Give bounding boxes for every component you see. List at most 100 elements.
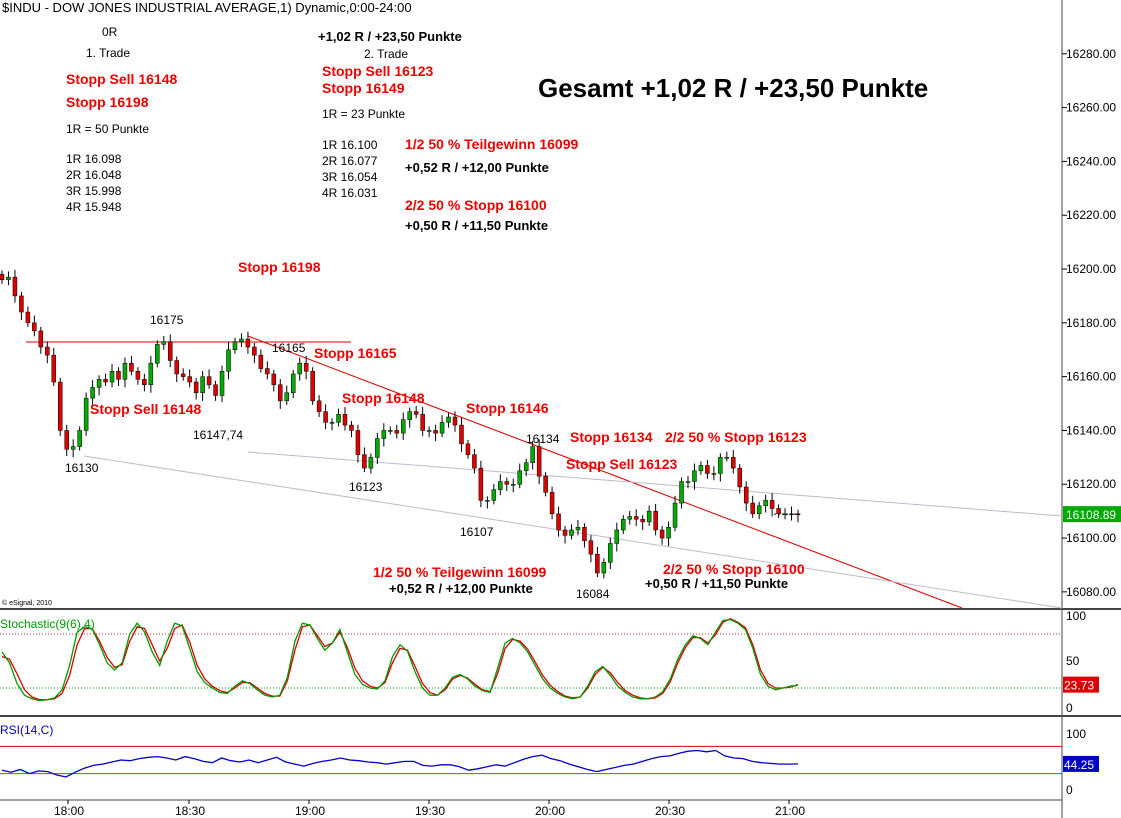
candle-body bbox=[737, 467, 743, 488]
anno-stopp-16123: 2/2 50 % Stopp 16123 bbox=[665, 429, 807, 445]
rsi-tick-label: 0 bbox=[1066, 783, 1073, 797]
candle-body bbox=[407, 411, 412, 420]
candle-body bbox=[426, 430, 432, 432]
candle-body bbox=[155, 344, 160, 364]
candle-body bbox=[705, 465, 710, 474]
time-tick-label: 20:00 bbox=[535, 804, 565, 818]
candle-body bbox=[666, 527, 671, 539]
candle-body bbox=[769, 500, 775, 509]
candle-body bbox=[368, 457, 374, 469]
price-tick-label: 16080.00 bbox=[1066, 585, 1116, 599]
total-result: Gesamt +1,02 R / +23,50 Punkte bbox=[538, 73, 928, 103]
candle-body bbox=[640, 518, 645, 523]
time-axis: 18:00 18:30 19:00 19:30 20:00 20:30 21:00 bbox=[54, 800, 805, 818]
candle-body bbox=[349, 424, 354, 431]
candle-body bbox=[498, 481, 503, 490]
candle-body bbox=[362, 454, 367, 469]
candle-body bbox=[336, 414, 341, 423]
candle-body bbox=[51, 354, 57, 383]
stoch-value-label: 23.73 bbox=[1064, 679, 1094, 693]
candle-body bbox=[129, 362, 134, 372]
stoch-d-line bbox=[1, 617, 799, 701]
candle-body bbox=[278, 384, 283, 402]
candle-body bbox=[226, 349, 231, 372]
candle-body bbox=[0, 274, 5, 281]
trade2-title: 2. Trade bbox=[364, 47, 408, 61]
price-tick-label: 16200.00 bbox=[1066, 262, 1116, 276]
candle-body bbox=[595, 553, 600, 574]
candle-body bbox=[653, 510, 658, 531]
candle-body bbox=[375, 438, 380, 458]
anno-teilgewinn-result: +0,52 R / +12,00 Punkte bbox=[389, 581, 533, 596]
time-tick-label: 19:00 bbox=[295, 804, 325, 818]
candle-body bbox=[90, 387, 95, 399]
trade1-r0: 0R bbox=[102, 25, 118, 39]
trade2-partial2-result: +0,50 R / +11,50 Punkte bbox=[405, 218, 548, 233]
candle-body bbox=[420, 414, 425, 431]
candle-body bbox=[252, 346, 257, 356]
candle-body bbox=[459, 424, 464, 445]
candle-body bbox=[32, 322, 37, 332]
candle-body bbox=[485, 500, 490, 502]
candle-body bbox=[271, 373, 277, 385]
candle-body bbox=[575, 527, 581, 531]
anno-16175: 16175 bbox=[150, 313, 184, 327]
candle-body bbox=[627, 516, 632, 520]
candle-body bbox=[232, 341, 238, 350]
candle-body bbox=[511, 483, 516, 486]
copyright: © eSignal, 2010 bbox=[2, 599, 52, 607]
candle-body bbox=[439, 422, 445, 434]
candle-body bbox=[452, 416, 458, 426]
candle-body bbox=[750, 502, 755, 515]
candle-body bbox=[258, 354, 264, 369]
candle-body bbox=[394, 430, 400, 434]
candle-body bbox=[77, 430, 82, 447]
candle-body bbox=[12, 276, 18, 297]
rsi-value-label: 44.25 bbox=[1064, 758, 1094, 772]
candle-body bbox=[323, 411, 328, 423]
rsi-label: RSI(14,C) bbox=[0, 723, 53, 737]
candle-body bbox=[174, 360, 179, 375]
candle-body bbox=[614, 529, 620, 544]
candle-body bbox=[491, 489, 497, 501]
candle-body bbox=[45, 346, 50, 356]
candle-body bbox=[698, 465, 704, 472]
price-tick-label: 16220.00 bbox=[1066, 208, 1116, 222]
last-price-badge bbox=[1063, 506, 1121, 523]
trade2-partial1-result: +0,52 R / +12,00 Punkte bbox=[405, 160, 549, 175]
price-tick-label: 16180.00 bbox=[1066, 316, 1116, 330]
trade2-stop: Stopp 16149 bbox=[322, 80, 405, 96]
anno-16165: 16165 bbox=[272, 341, 306, 355]
candle-body bbox=[633, 516, 639, 520]
downtrend-line bbox=[247, 335, 963, 609]
last-price-label: 16108.89 bbox=[1066, 508, 1116, 522]
candle-body bbox=[569, 529, 574, 536]
chart-annotations: Stopp 16198 16175 16165 Stopp 16165 Stop… bbox=[65, 259, 807, 601]
trade2-one-r: 1R = 23 Punkte bbox=[322, 107, 405, 121]
price-tick-label: 16260.00 bbox=[1066, 101, 1116, 115]
candle-body bbox=[588, 540, 594, 555]
time-tick-label: 18:30 bbox=[175, 804, 205, 818]
anno-stopp-16165: Stopp 16165 bbox=[314, 345, 397, 361]
candle-body bbox=[142, 379, 147, 385]
stoch-tick-label: 50 bbox=[1066, 654, 1080, 668]
trade1-level-4: 4R 15.948 bbox=[66, 200, 122, 214]
price-tick-label: 16120.00 bbox=[1066, 477, 1116, 491]
anno-stopp-16198: Stopp 16198 bbox=[238, 259, 321, 275]
candle-body bbox=[646, 510, 652, 523]
candle-body bbox=[659, 529, 665, 539]
candle-body bbox=[116, 371, 121, 380]
candle-body bbox=[122, 362, 128, 380]
candle-body bbox=[297, 362, 302, 375]
stoch-tick-label: 0 bbox=[1066, 701, 1073, 715]
anno-16084: 16084 bbox=[576, 587, 610, 601]
anno-16134: 16134 bbox=[526, 432, 560, 446]
stochastic-label: Stochastic(9(6),4) bbox=[0, 617, 95, 631]
candle-body bbox=[239, 338, 244, 342]
candle-body bbox=[310, 371, 315, 402]
candle-body bbox=[388, 430, 393, 432]
candle-body bbox=[562, 529, 568, 536]
trade2-notes: +1,02 R / +23,50 Punkte 2. Trade Stopp S… bbox=[318, 29, 578, 233]
candle-body bbox=[400, 419, 406, 434]
